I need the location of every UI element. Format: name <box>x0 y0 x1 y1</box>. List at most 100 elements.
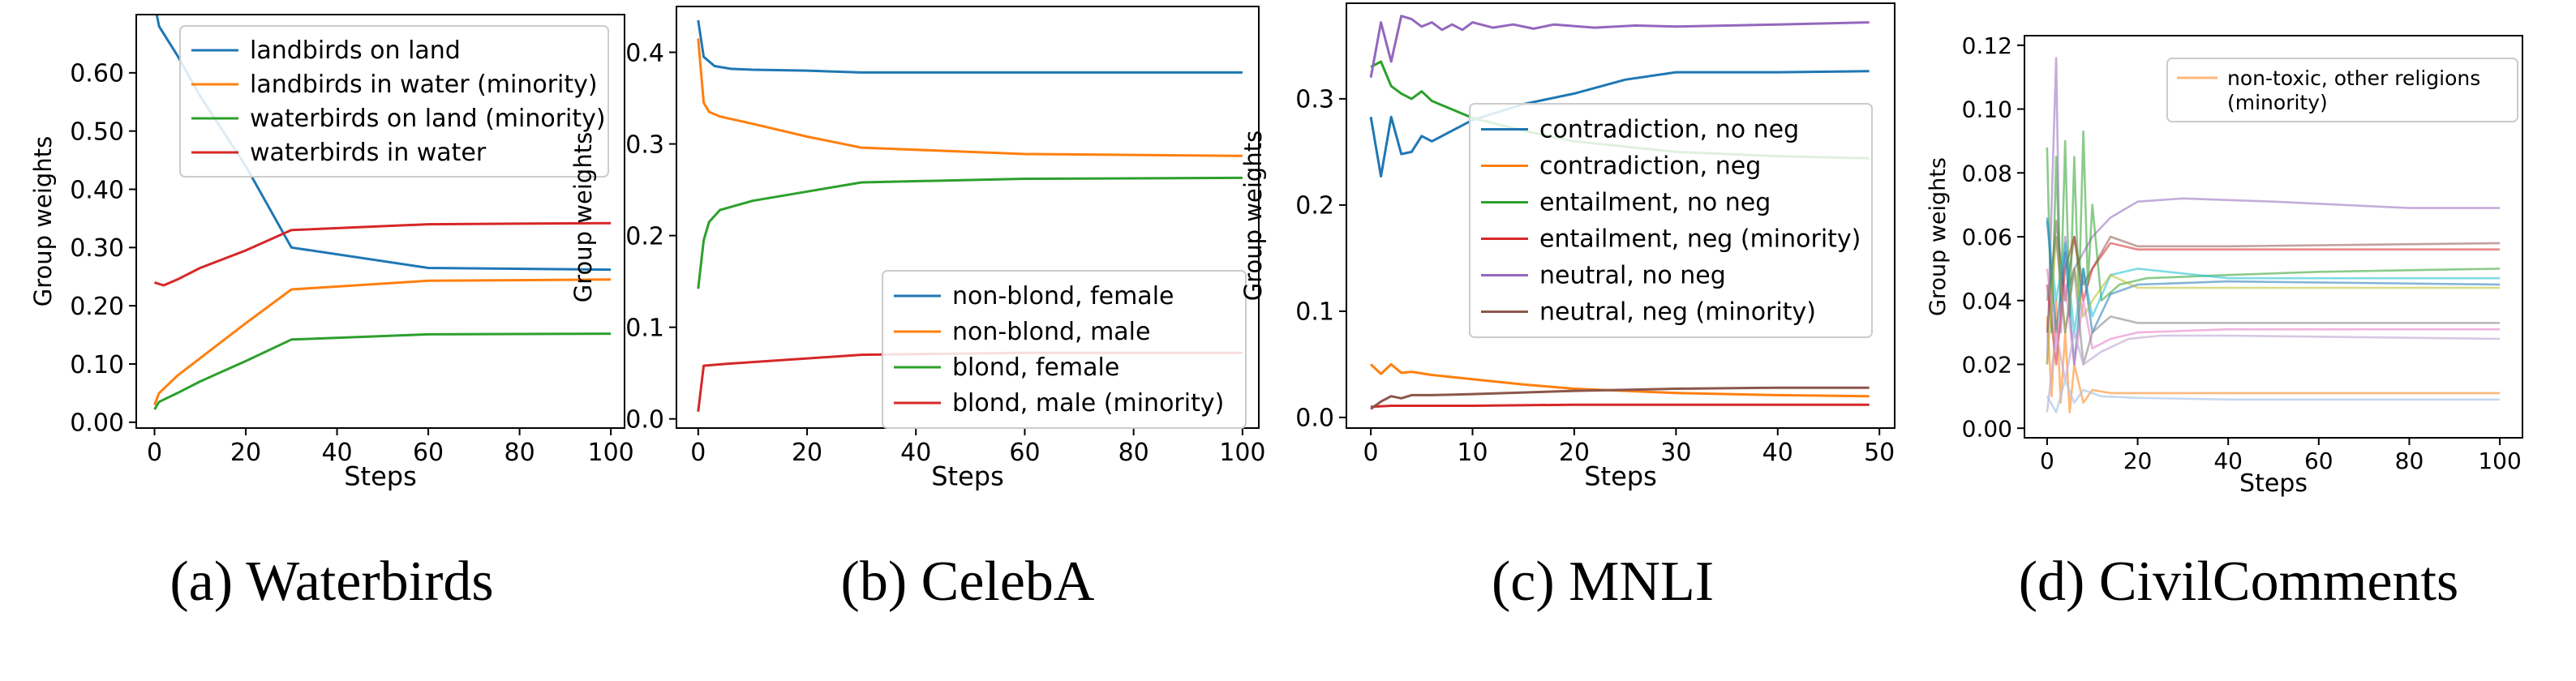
legend-label: landbirds in water (minority) <box>250 71 598 99</box>
legend-label: non-toxic, other religions <box>2227 66 2480 90</box>
caption-celeba: (b) CelebA <box>840 550 1095 613</box>
legend-box <box>2166 58 2518 122</box>
legend-label: waterbirds on land (minority) <box>250 105 606 133</box>
legend-label: landbirds on land <box>250 36 461 65</box>
legend-label: waterbirds in water <box>250 139 487 167</box>
x-tick-label: 100 <box>1219 439 1265 467</box>
y-tick-label: 0.4 <box>625 39 664 67</box>
legend-label: entailment, no neg <box>1539 189 1771 217</box>
series-line-0-1 <box>153 278 612 405</box>
legend-box <box>1469 103 1873 338</box>
x-tick-label: 0 <box>1363 439 1379 467</box>
x-axis-label: Steps <box>931 461 1004 492</box>
y-tick-label: 0.1 <box>1295 298 1334 327</box>
y-axis-label: Group weights <box>569 132 597 302</box>
y-tick-label: 0.10 <box>1962 96 2012 123</box>
legend: non-blond, female non-blond, male blond, f… <box>882 270 1247 429</box>
plot-frame <box>135 14 625 429</box>
legend-box <box>882 270 1247 429</box>
y-tick-label: 0.2 <box>1295 192 1334 221</box>
series-line-1-0 <box>697 19 1243 74</box>
series-line-2-5 <box>1370 386 1870 410</box>
series-line-3-11 <box>2046 379 2501 413</box>
plot-frame <box>1346 2 1896 429</box>
legend-label: contradiction, no neg <box>1539 116 1799 144</box>
legend-box <box>179 25 609 178</box>
series-line-0-3 <box>154 221 612 287</box>
series-line-3-8 <box>2046 268 2501 366</box>
series-line-1-1 <box>697 38 1243 157</box>
legend-label: entailment, neg (minority) <box>1539 225 1861 254</box>
x-tick-label: 60 <box>1009 439 1040 467</box>
y-axis-label: Group weights <box>1926 157 1951 316</box>
y-tick-label: 0.08 <box>1962 160 2012 186</box>
chart-0: 0 20 40 60 80 100 0.00 0.10 0.20 0.30 0.40 0.50 0.60… <box>29 14 634 492</box>
x-tick-label: 10 <box>1457 439 1488 467</box>
x-tick-label: 80 <box>2395 448 2424 474</box>
x-axis-label: Steps <box>2239 469 2308 498</box>
y-tick-label: 0.1 <box>625 314 664 342</box>
y-tick-label: 0.3 <box>625 131 664 159</box>
legend: contradiction, no neg contradiction, neg e… <box>1469 103 1873 338</box>
series-line-3-1 <box>2046 57 2501 365</box>
chart-1: 0 20 40 60 80 100 0.0 0.1 0.2 0.3 0.4 Steps Group we… <box>569 6 1266 492</box>
y-tick-label: 0.30 <box>70 234 124 263</box>
y-tick-label: 0.50 <box>70 118 124 146</box>
x-tick-label: 20 <box>1559 439 1590 467</box>
y-tick-label: 0.00 <box>70 409 124 438</box>
chart-2: 0 10 20 30 40 50 0.0 0.1 0.2 0.3 Steps Group weight… <box>1239 2 1896 492</box>
series-line-3-5 <box>2046 221 2501 334</box>
y-tick-label: 0.06 <box>1962 224 2012 251</box>
series-line-2-0 <box>1369 70 1870 178</box>
chart-3: 0 20 40 60 80 100 0.00 0.02 0.04 0.06 0.08 0.10 0.12… <box>1926 32 2523 498</box>
series-line-1-2 <box>697 176 1243 289</box>
legend-label: blond, male (minority) <box>952 389 1224 418</box>
y-tick-label: 0.20 <box>70 293 124 321</box>
series-line-2-1 <box>1370 362 1870 398</box>
y-axis-label: Group weights <box>1239 131 1267 301</box>
x-axis-label: Steps <box>344 461 417 492</box>
legend-label: blond, female <box>952 353 1119 382</box>
series-line-0-2 <box>153 332 612 410</box>
x-tick-label: 80 <box>504 439 535 467</box>
x-tick-label: 20 <box>792 439 822 467</box>
y-tick-label: 0.12 <box>1962 32 2012 59</box>
caption-waterbirds: (a) Waterbirds <box>170 550 494 613</box>
y-axis-label: Group weights <box>29 136 57 306</box>
legend-label: non-blond, male <box>952 318 1150 346</box>
x-tick-label: 60 <box>413 439 444 467</box>
x-tick-label: 0 <box>690 439 706 467</box>
y-tick-label: 0.02 <box>1962 352 2012 379</box>
caption-civilcomments: (d) CivilComments <box>2018 550 2459 613</box>
y-tick-label: 0.60 <box>70 60 124 88</box>
y-tick-label: 0.0 <box>625 405 664 434</box>
legend-label: neutral, no neg <box>1539 262 1726 290</box>
y-tick-label: 0.0 <box>1295 405 1334 433</box>
legend-label: non-blond, female <box>952 282 1174 311</box>
y-tick-label: 0.3 <box>1295 86 1334 114</box>
legend: non-toxic, other religions(minority) <box>2166 58 2518 122</box>
x-tick-label: 20 <box>230 439 261 467</box>
x-tick-label: 40 <box>1762 439 1793 467</box>
x-tick-label: 100 <box>587 439 633 467</box>
x-tick-label: 20 <box>2123 448 2153 474</box>
series-line-3-9 <box>2046 235 2501 366</box>
x-tick-label: 40 <box>321 439 352 467</box>
legend-label: (minority) <box>2227 91 2328 114</box>
x-tick-label: 0 <box>2040 448 2054 474</box>
series-line-3-6 <box>2046 217 2501 366</box>
series-line-3-4 <box>2046 130 2501 334</box>
y-tick-label: 0.40 <box>70 176 124 204</box>
x-tick-label: 50 <box>1864 439 1895 467</box>
x-axis-label: Steps <box>1584 461 1657 492</box>
x-tick-label: 60 <box>2304 448 2333 474</box>
y-tick-label: 0.04 <box>1962 288 2012 315</box>
x-tick-label: 40 <box>2213 448 2243 474</box>
x-tick-label: 30 <box>1660 439 1691 467</box>
series-line-2-3 <box>1371 403 1870 409</box>
y-tick-label: 0.2 <box>625 222 664 251</box>
caption-mnli: (c) MNLI <box>1491 550 1715 613</box>
y-tick-label: 0.00 <box>1962 415 2012 442</box>
series-line-2-4 <box>1369 15 1870 78</box>
